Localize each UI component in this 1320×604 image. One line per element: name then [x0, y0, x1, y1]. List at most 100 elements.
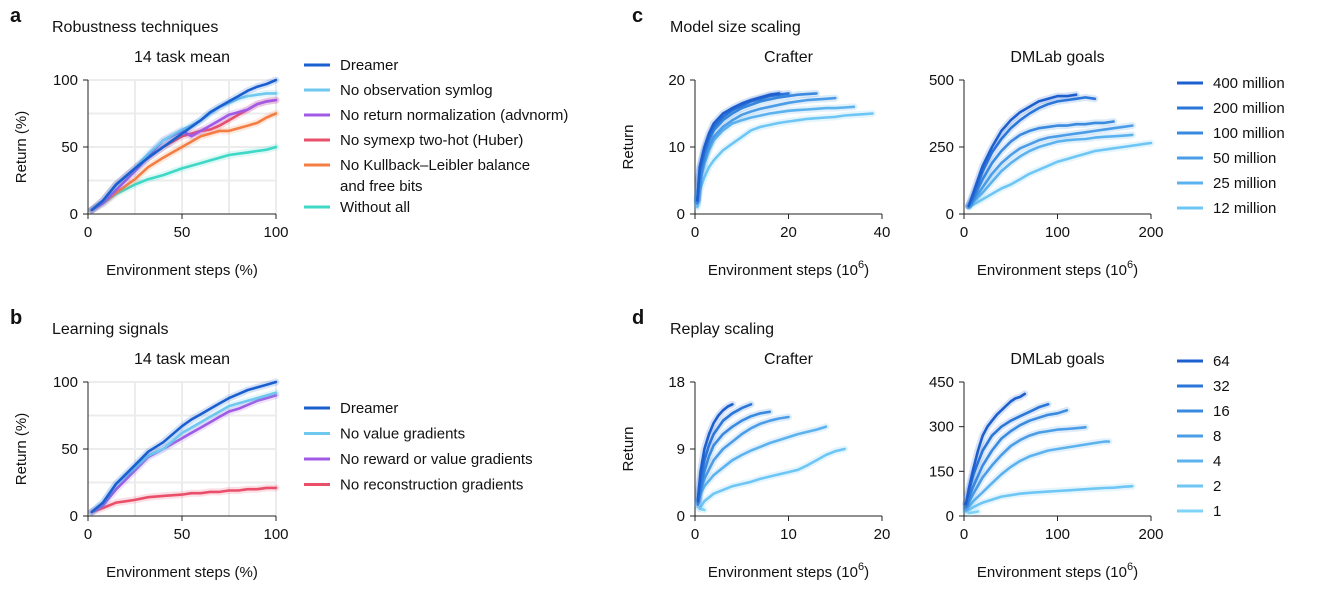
y-axis-label: Return (%) — [13, 413, 30, 486]
legend-b: Dreamer No value gradients No reward or va… — [304, 400, 533, 494]
y-tick-label: 0 — [946, 206, 954, 223]
legend-a: Dreamer No observation symlog No return no… — [304, 57, 568, 216]
series-band — [88, 484, 280, 516]
series-line — [696, 403, 753, 503]
series-line — [696, 410, 772, 507]
chart-a: 0 50 100 0 50 100 14 task mean Environment step… — [13, 49, 289, 279]
legend-label: 8 — [1213, 428, 1221, 445]
legend-label: 4 — [1213, 453, 1221, 470]
x-tick-label: 100 — [1045, 224, 1070, 241]
chart-title: 14 task mean — [134, 49, 230, 66]
x-tick-label: 20 — [780, 224, 797, 241]
series-line — [90, 486, 278, 514]
series-line — [90, 145, 278, 212]
series-line — [967, 96, 1097, 208]
x-tick-label: 20 — [874, 526, 891, 543]
y-tick-label: 300 — [929, 419, 954, 436]
legend-d: 64 32 16 8 4 2 1 — [1177, 353, 1230, 520]
y-tick-label: 100 — [53, 72, 78, 89]
panel-d-title: Replay scaling — [670, 321, 774, 338]
legend-label: 64 — [1213, 353, 1230, 370]
series-line — [90, 380, 278, 514]
legend-label: 25 million — [1213, 175, 1276, 192]
x-tick-label: 50 — [174, 526, 191, 543]
series-line — [696, 92, 781, 202]
x-tick-label: 0 — [691, 224, 699, 241]
y-axis-label: Return (%) — [13, 111, 30, 184]
x-tick-label: 100 — [263, 526, 288, 543]
legend-label: and free bits — [340, 178, 423, 195]
legend-label: No Kullback–Leibler balance — [340, 157, 530, 174]
legend-label: No return normalization (advnorm) — [340, 107, 568, 124]
series-line — [698, 447, 846, 510]
legend-label: No symexp two-hot (Huber) — [340, 132, 523, 149]
legend-label: 400 million — [1213, 75, 1285, 92]
legend-label: 1 — [1213, 503, 1221, 520]
series-line — [964, 409, 1069, 509]
y-tick-label: 50 — [61, 441, 78, 458]
legend-label: 2 — [1213, 478, 1221, 495]
y-tick-label: 500 — [929, 72, 954, 89]
panel-c-letter: c — [632, 5, 643, 27]
panel-a-letter: a — [10, 5, 22, 27]
chart-title: DMLab goals — [1010, 49, 1104, 66]
panel-c-title: Model size scaling — [670, 19, 801, 36]
panel-b-letter: b — [10, 307, 22, 329]
series-line — [90, 394, 278, 514]
y-tick-label: 50 — [61, 139, 78, 156]
x-tick-label: 0 — [84, 224, 92, 241]
x-tick-label: 200 — [1138, 224, 1163, 241]
y-tick-label: 0 — [70, 206, 78, 223]
legend-label: 200 million — [1213, 100, 1285, 117]
legend-label: 100 million — [1213, 125, 1285, 142]
legend-label: 12 million — [1213, 200, 1276, 217]
x-tick-label: 0 — [960, 526, 968, 543]
y-tick-label: 18 — [668, 374, 685, 391]
y-tick-label: 0 — [677, 508, 685, 525]
y-tick-label: 9 — [677, 441, 685, 458]
y-tick-label: 0 — [70, 508, 78, 525]
chart-title: DMLab goals — [1010, 351, 1104, 368]
y-tick-label: 20 — [668, 72, 685, 89]
y-tick-label: 0 — [677, 206, 685, 223]
legend-label: No value gradients — [340, 426, 465, 443]
chart-c1: 0 20 40 0 10 20 Crafter Environment steps (106)… — [620, 49, 890, 279]
legend-label: 32 — [1213, 378, 1230, 395]
y-tick-label: 0 — [946, 508, 954, 525]
chart-d2: 0 100 200 0 150 300 450 DMLab goals Environment … — [929, 351, 1164, 581]
y-tick-label: 10 — [668, 139, 685, 156]
legend-label: No reconstruction gradients — [340, 477, 523, 494]
panel-b-title: Learning signals — [52, 321, 169, 338]
series-line — [90, 98, 278, 212]
legend-label: Dreamer — [340, 57, 398, 74]
panel-a-title: Robustness techniques — [52, 19, 218, 36]
series-line — [696, 403, 734, 503]
series-line — [696, 96, 837, 206]
x-tick-label: 0 — [84, 526, 92, 543]
series-line — [967, 124, 1134, 208]
x-tick-label: 50 — [174, 224, 191, 241]
x-tick-label: 10 — [780, 526, 797, 543]
series-line — [967, 141, 1153, 209]
x-tick-label: 200 — [1138, 526, 1163, 543]
series-line — [696, 112, 874, 209]
series-line — [964, 484, 1134, 513]
series-line — [696, 415, 790, 507]
y-tick-label: 150 — [929, 463, 954, 480]
x-tick-label: 100 — [263, 224, 288, 241]
chart-title: 14 task mean — [134, 351, 230, 368]
y-tick-label: 100 — [53, 374, 78, 391]
y-axis-label: Return — [620, 426, 637, 471]
x-tick-label: 0 — [960, 224, 968, 241]
chart-title: Crafter — [764, 351, 814, 368]
legend-label: No reward or value gradients — [340, 451, 533, 468]
legend-label: 16 — [1213, 403, 1230, 420]
y-tick-label: 450 — [929, 374, 954, 391]
chart-title: Crafter — [764, 49, 814, 66]
legend-label: No observation symlog — [340, 82, 493, 99]
x-axis-label: Environment steps (106) — [977, 561, 1138, 581]
x-axis-label: Environment steps (106) — [977, 259, 1138, 279]
legend-label: Without all — [340, 199, 410, 216]
x-tick-label: 0 — [691, 526, 699, 543]
